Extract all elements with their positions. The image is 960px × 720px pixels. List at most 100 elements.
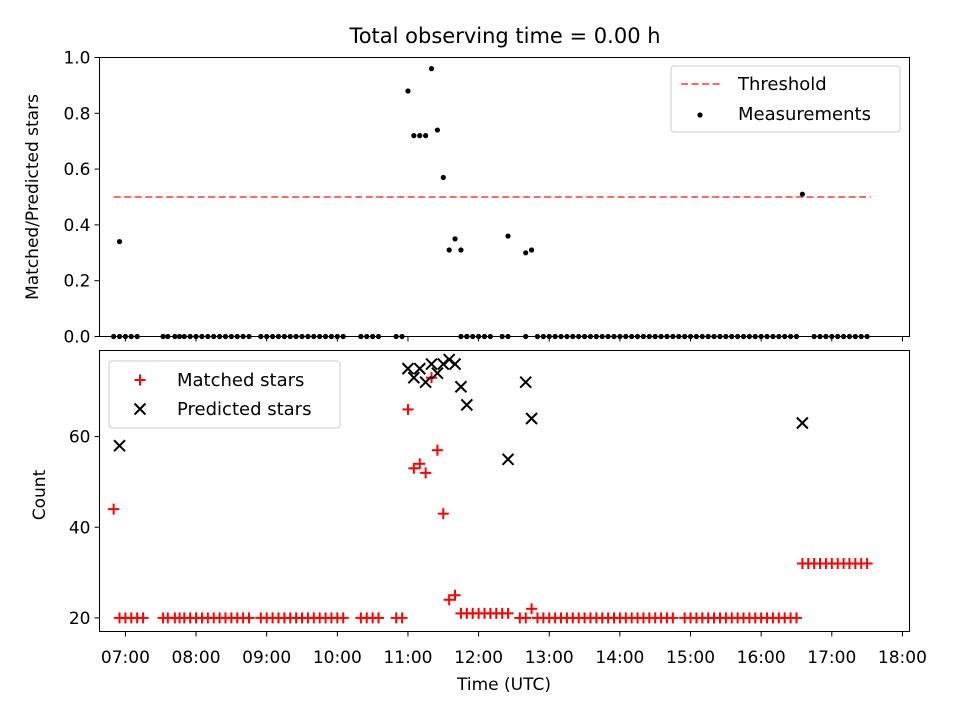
x-tick-label: 16:00 (737, 648, 786, 668)
count-legend-matched-label: Matched stars (177, 370, 304, 391)
predicted-point-b (448, 357, 462, 371)
measurement-point (446, 247, 452, 253)
matched-point (667, 612, 679, 624)
matched-point (420, 467, 432, 479)
ratio-panel-frame (99, 57, 910, 337)
ratio-legend-box (670, 65, 901, 133)
measurement-point (799, 191, 805, 197)
matched-point (520, 612, 532, 624)
count-y-tick-label: 20 (69, 609, 91, 629)
x-axis-label: Time (UTC) (456, 675, 551, 695)
matched-point (526, 603, 538, 615)
matched-point (396, 612, 408, 624)
predicted-point-b (407, 371, 421, 384)
predicted-point-b (460, 398, 474, 412)
matched-point (402, 403, 414, 415)
x-tick-label: 18:00 (878, 648, 927, 668)
ratio-y-tick-label: 0.2 (63, 272, 90, 292)
matched-point (108, 503, 120, 515)
count-y-tick-label: 60 (69, 428, 91, 448)
matched-point (502, 607, 514, 619)
measurement-point (452, 236, 458, 242)
predicted-point (448, 357, 462, 371)
ratio-legend-threshold-label: Threshold (737, 74, 827, 95)
count-legend-matched-swatch (134, 374, 146, 386)
count-panel-frame (99, 350, 910, 632)
x-tick-label: 11:00 (383, 648, 432, 668)
chart-title: Total observing time = 0.00 h (348, 24, 660, 48)
predicted-point (407, 371, 421, 384)
matched-point (408, 462, 420, 474)
predicted-point (501, 453, 515, 466)
measurement-point (116, 239, 123, 245)
ratio-legend-measurements-label: Measurements (738, 104, 871, 125)
predicted-point-b (431, 366, 444, 380)
legend-cross-marker-b (133, 402, 147, 416)
ratio-panel: 0.0 0.2 0.4 0.6 0.8 1.0 Matched/Predicted sta… (23, 49, 910, 348)
measurement-point (523, 250, 529, 256)
ratio-y-tick-label: 0.8 (63, 104, 90, 124)
time-x-axis: 07:00 08:00 09:00 10:00 11:00 12:00 13:00 14:00… (101, 631, 927, 668)
matched-point (337, 612, 349, 624)
count-legend-predicted-swatch (133, 402, 147, 416)
ratio-y-tick-label: 1.0 (63, 49, 90, 69)
measurement-point (528, 247, 535, 253)
count-y-tick-label: 40 (69, 518, 91, 538)
count-marks (108, 353, 873, 624)
predicted-point (454, 380, 468, 393)
predicted-point-b (419, 376, 432, 389)
matched-point (437, 508, 449, 520)
predicted-point-b (113, 439, 126, 452)
matched-point (449, 589, 461, 601)
x-tick-label: 08:00 (172, 648, 221, 668)
x-tick-label: 09:00 (242, 648, 291, 668)
predicted-point-b (796, 416, 809, 430)
predicted-point-b (401, 362, 415, 375)
count-legend: Matched stars Predicted stars (108, 360, 341, 429)
count-panel: 20 40 60 07:00 08:00 09:00 10:00 11:00 12:00 13:… (30, 350, 927, 695)
legend-plus-marker (134, 374, 146, 386)
legend-cross-marker (133, 402, 147, 416)
matched-point (790, 612, 802, 624)
x-tick-label: 07:00 (101, 648, 150, 668)
predicted-point-b (525, 412, 538, 425)
matched-point (861, 558, 873, 570)
predicted-point-b (425, 357, 438, 371)
predicted-point (431, 366, 444, 380)
predicted-point (425, 357, 438, 371)
measurement-point (505, 233, 511, 239)
measurement-point (440, 174, 446, 181)
matched-point (414, 458, 426, 470)
matched-point (243, 612, 255, 624)
measurement-point (458, 247, 464, 253)
matched-point (431, 444, 443, 456)
matched-point (373, 612, 385, 624)
predicted-point (401, 362, 415, 375)
ratio-legend-measurements-swatch (697, 112, 703, 118)
predicted-point (525, 412, 538, 425)
ratio-y-axis-label: Matched/Predicted stars (23, 94, 43, 300)
measurement-point (405, 88, 411, 94)
ratio-legend: Threshold Measurements (670, 65, 901, 133)
x-tick-label: 12:00 (454, 648, 503, 668)
predicted-point (113, 439, 126, 452)
predicted-point-b (454, 380, 468, 393)
ratio-y-axis: 0.0 0.2 0.4 0.6 0.8 1.0 (63, 49, 903, 348)
predicted-point (460, 398, 474, 412)
count-legend-predicted-label: Predicted stars (177, 399, 311, 420)
predicted-point (519, 376, 532, 389)
x-tick-label: 15:00 (666, 648, 715, 668)
measurement-point (428, 66, 435, 72)
predicted-point-b (413, 362, 426, 375)
predicted-point (796, 416, 809, 430)
matched-point (443, 594, 455, 606)
measurement-point (417, 133, 423, 139)
ratio-y-tick-label: 0.4 (63, 216, 90, 236)
measurement-point (434, 127, 440, 133)
matched-point (137, 612, 149, 624)
ratio-y-tick-label: 0.6 (63, 160, 90, 180)
x-tick-label: 13:00 (525, 648, 574, 668)
measurement-point (411, 133, 417, 139)
measurement-point (423, 133, 429, 139)
